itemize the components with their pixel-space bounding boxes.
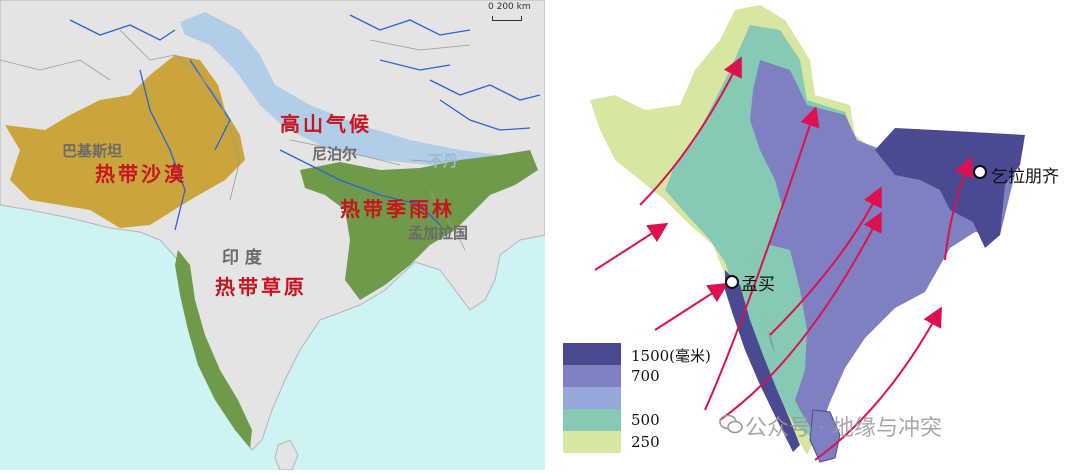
rainfall-map: 孟买 乞拉朋齐 1500(毫米) 700 500 250 公众号 · 地缘与冲突 xyxy=(545,0,1080,470)
label-bhutan: 不丹 xyxy=(428,152,459,170)
scale-bar: 0 200 km xyxy=(488,2,531,21)
wechat-icon xyxy=(719,414,743,434)
legend-label-1500: 1500(毫米) xyxy=(631,347,711,365)
label-india: 印 度 xyxy=(222,248,262,268)
label-pakistan: 巴基斯坦 xyxy=(62,142,123,160)
river-network xyxy=(69,14,541,231)
legend-swatch-1500 xyxy=(563,343,621,365)
monsoon-arrows xyxy=(594,56,974,461)
legend-label-250: 250 xyxy=(631,433,660,451)
label-bangladesh: 孟加拉国 xyxy=(408,224,469,242)
deccan-dry-pocket xyxy=(750,245,807,400)
rainfall-zone-1500-east xyxy=(875,128,1025,248)
label-nepal: 尼泊尔 xyxy=(312,145,358,163)
legend-label-700: 700 xyxy=(631,367,660,385)
label-tropical-savanna: 热带草原 xyxy=(215,275,307,299)
city-cherrapunji: 乞拉朋齐 xyxy=(991,167,1059,187)
left-map-canvas xyxy=(0,0,546,471)
right-map-canvas xyxy=(590,5,1025,463)
country-borders xyxy=(0,29,471,251)
highland-zone xyxy=(180,12,500,170)
scale-bar-line xyxy=(492,16,522,21)
western-coast-forest xyxy=(175,250,252,448)
legend-swatch-mid xyxy=(563,387,621,409)
label-highland-climate: 高山气候 xyxy=(280,112,372,136)
city-mumbai: 孟买 xyxy=(741,275,775,295)
legend-swatch-250 xyxy=(563,431,621,453)
legend-swatch-500 xyxy=(563,409,621,431)
natural-zones-map: 0 200 km 高山气候 巴基斯坦 热带沙漠 尼泊尔 不丹 热带季雨林 孟加拉… xyxy=(0,0,546,471)
desert-zone xyxy=(5,55,245,228)
mumbai-marker xyxy=(725,275,739,289)
legend-label-500: 500 xyxy=(631,411,660,429)
legend-swatch-700 xyxy=(563,365,621,387)
cherrapunji-marker xyxy=(973,165,987,179)
sri-lanka xyxy=(809,409,841,463)
scale-label: 0 200 km xyxy=(488,2,531,12)
watermark-text: 公众号 · 地缘与冲突 xyxy=(745,416,942,441)
label-tropical-desert: 热带沙漠 xyxy=(95,162,187,186)
label-monsoon-forest: 热带季雨林 xyxy=(340,197,455,221)
